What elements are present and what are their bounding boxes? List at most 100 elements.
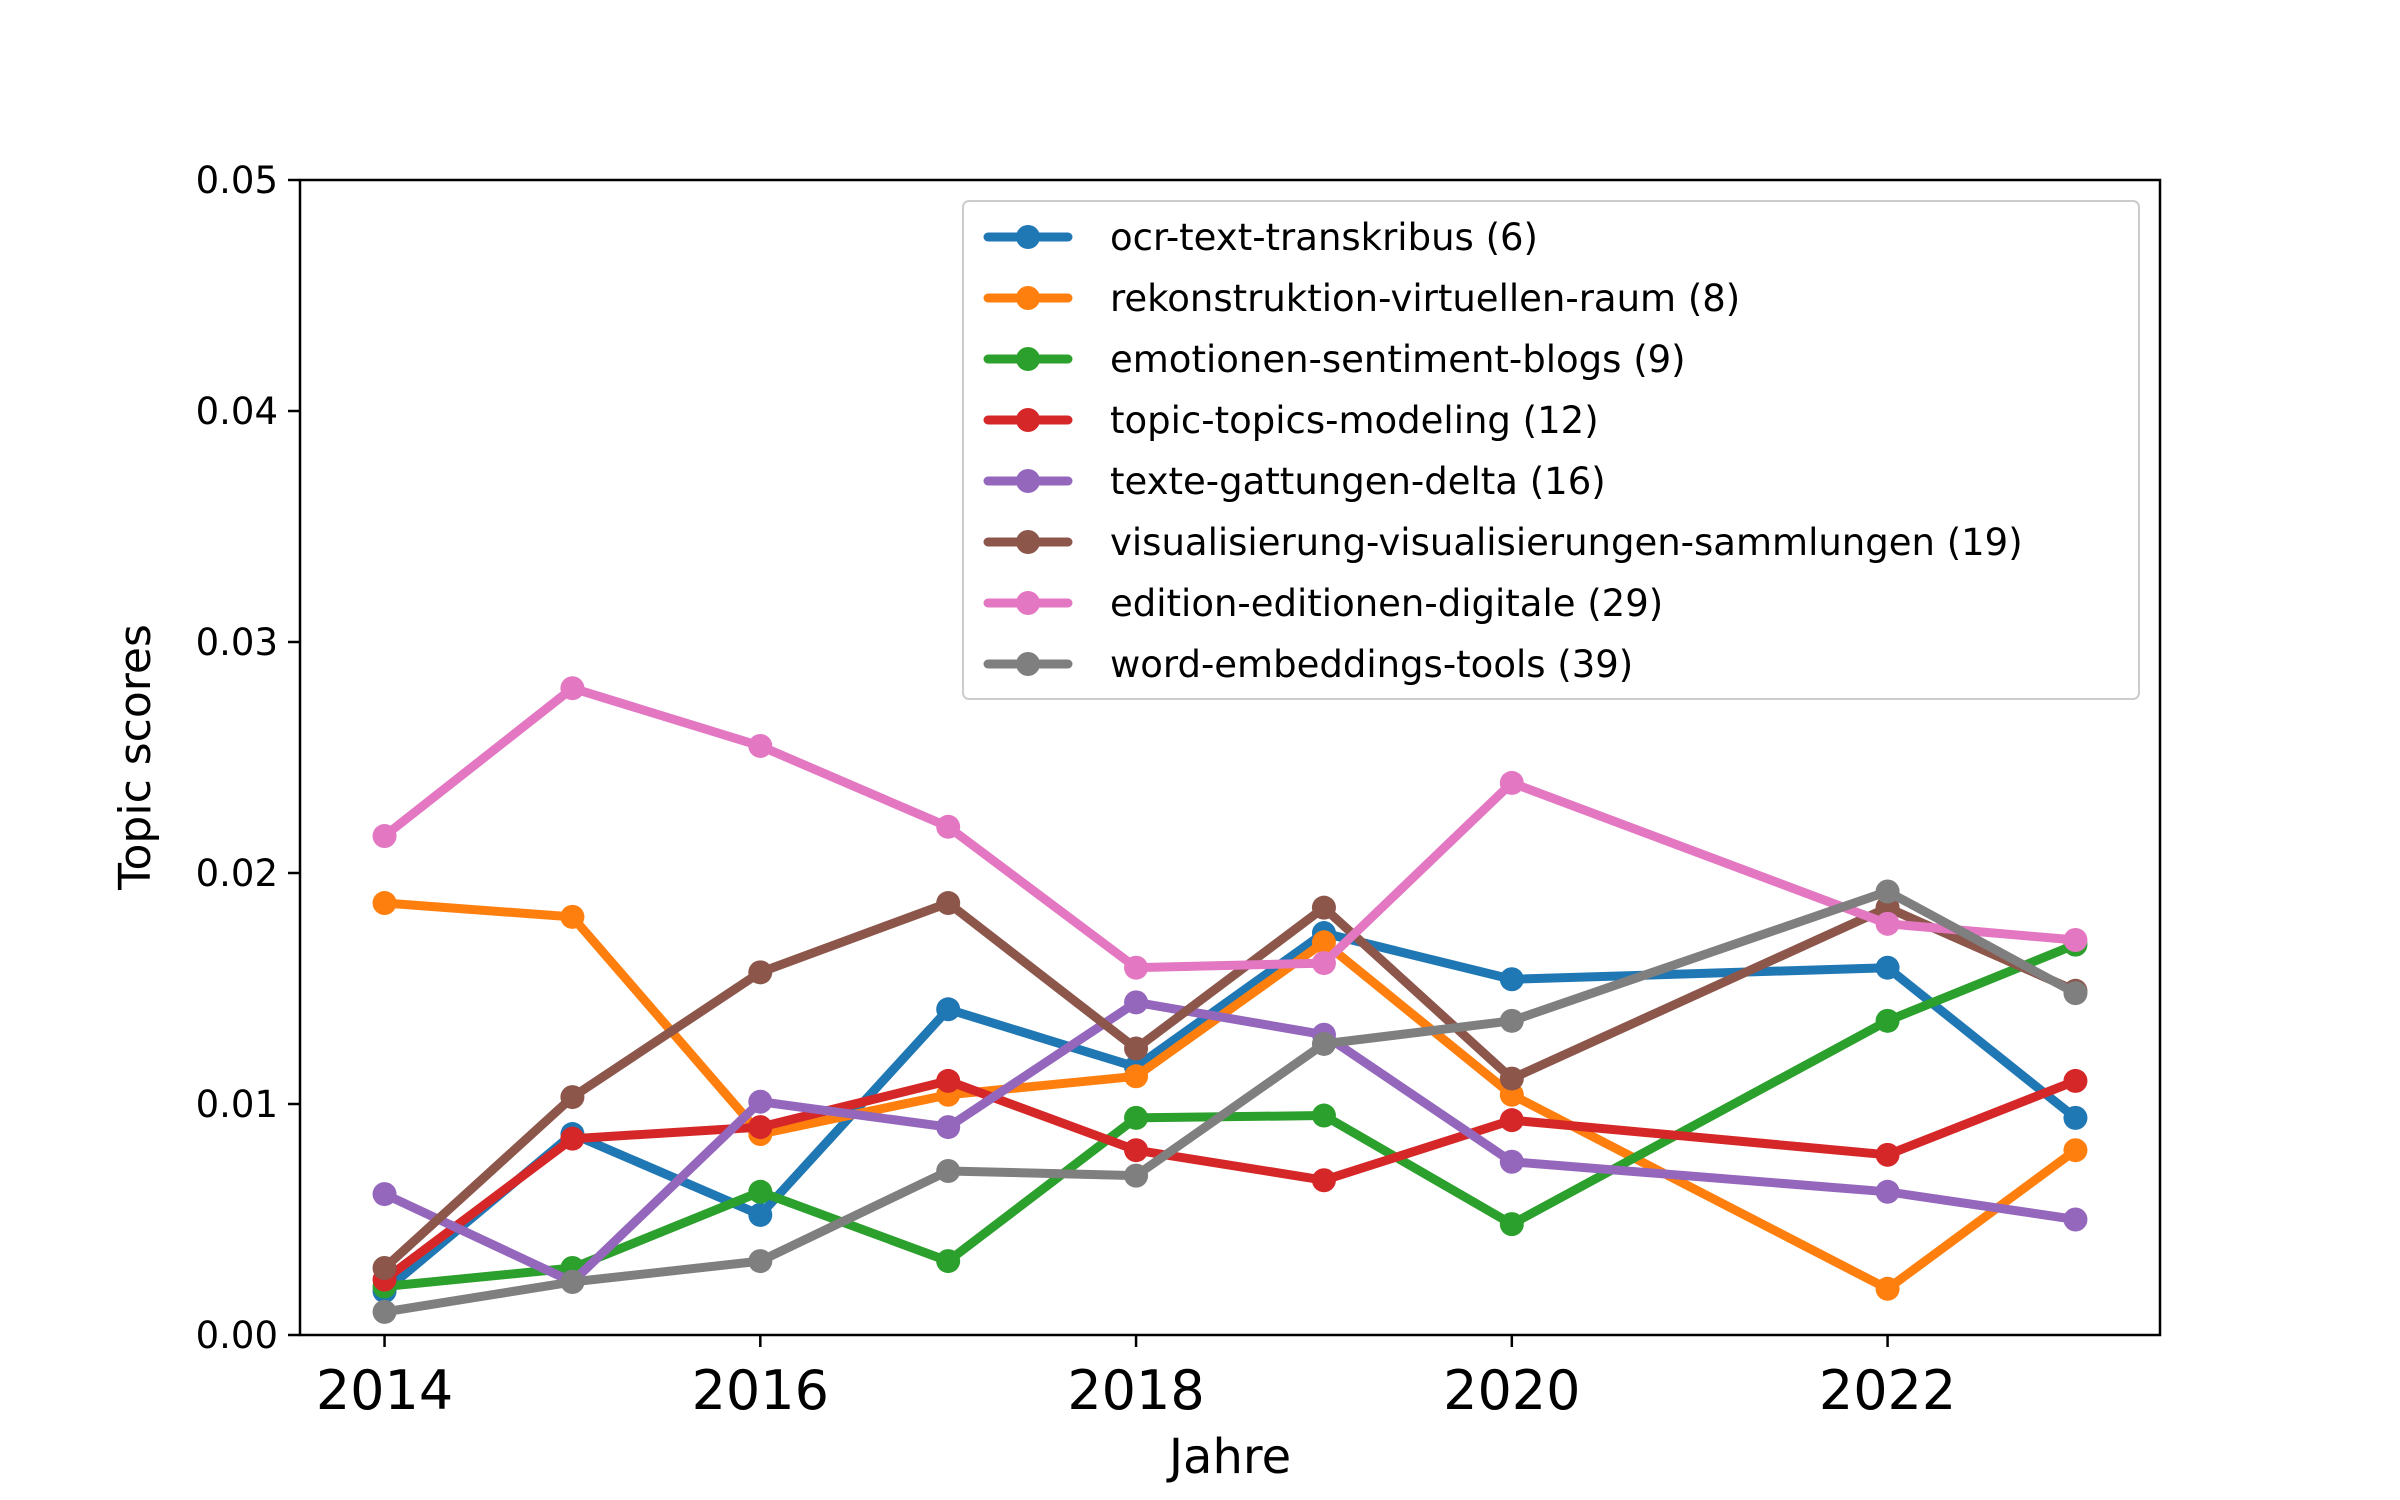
legend-entry: visualisierung-visualisierungen-sammlung… bbox=[983, 521, 2023, 564]
data-point bbox=[2063, 1207, 2088, 1232]
data-point bbox=[2063, 1138, 2088, 1163]
data-point bbox=[560, 1126, 585, 1151]
x-tick-label: 2014 bbox=[316, 1359, 453, 1422]
legend-marker bbox=[1016, 530, 1040, 554]
legend-entry: emotionen-sentiment-blogs (9) bbox=[983, 338, 1686, 381]
data-point bbox=[936, 1115, 961, 1140]
data-point bbox=[1499, 1008, 1524, 1033]
y-tick-label: 0.00 bbox=[196, 1314, 278, 1357]
legend-entry: ocr-text-transkribus (6) bbox=[983, 216, 1538, 259]
series-6 bbox=[372, 676, 2088, 980]
data-point bbox=[1875, 1142, 1900, 1167]
y-axis-title: Topic scores bbox=[110, 624, 161, 891]
data-point bbox=[1499, 1212, 1524, 1237]
series-7 bbox=[372, 879, 2088, 1324]
data-point bbox=[748, 1089, 773, 1114]
data-point bbox=[2063, 981, 2088, 1006]
y-tick-label: 0.01 bbox=[196, 1083, 278, 1126]
y-tick-label: 0.03 bbox=[196, 621, 278, 664]
data-point bbox=[1875, 1179, 1900, 1204]
y-tick-label: 0.04 bbox=[196, 390, 278, 433]
data-point bbox=[2063, 1068, 2088, 1093]
legend-label: texte-gattungen-delta (16) bbox=[1110, 460, 1606, 503]
legend-label: emotionen-sentiment-blogs (9) bbox=[1110, 338, 1686, 381]
legend-label: ocr-text-transkribus (6) bbox=[1110, 216, 1538, 259]
data-point bbox=[1499, 1149, 1524, 1174]
data-point bbox=[2063, 1105, 2088, 1130]
data-point bbox=[748, 1202, 773, 1227]
data-point bbox=[560, 1269, 585, 1294]
data-point bbox=[1499, 1108, 1524, 1133]
x-tick-label: 2016 bbox=[692, 1359, 829, 1422]
legend-box bbox=[962, 200, 2140, 700]
data-point bbox=[936, 1068, 961, 1093]
data-point bbox=[1124, 955, 1149, 980]
series-3 bbox=[372, 1068, 2088, 1292]
legend-entry: topic-topics-modeling (12) bbox=[983, 399, 1599, 442]
legend-entry: texte-gattungen-delta (16) bbox=[983, 460, 1606, 503]
data-point bbox=[1311, 895, 1336, 920]
legend-entry: word-embeddings-tools (39) bbox=[983, 643, 1633, 686]
data-point bbox=[2063, 927, 2088, 952]
plot-frame bbox=[298, 178, 2162, 1337]
data-point bbox=[1311, 1031, 1336, 1056]
data-point bbox=[1875, 879, 1900, 904]
legend-label: topic-topics-modeling (12) bbox=[1110, 399, 1599, 442]
data-point bbox=[748, 1249, 773, 1274]
data-point bbox=[748, 733, 773, 758]
legend-label: visualisierung-visualisierungen-sammlung… bbox=[1110, 521, 2023, 564]
data-point bbox=[372, 824, 397, 849]
data-point bbox=[1124, 1163, 1149, 1188]
legend-marker bbox=[1016, 591, 1040, 615]
series-layer bbox=[372, 676, 2088, 1324]
data-point bbox=[748, 1115, 773, 1140]
y-axis: 0.00 0.01 0.02 0.03 0.04 0.05 bbox=[196, 159, 300, 1357]
legend-entry: rekonstruktion-virtuellen-raum (8) bbox=[983, 277, 1740, 320]
data-point bbox=[1311, 951, 1336, 976]
legend: ocr-text-transkribus (6) rekonstruktion-v… bbox=[962, 200, 2140, 700]
legend-label: word-embeddings-tools (39) bbox=[1110, 643, 1633, 686]
data-point bbox=[1499, 1066, 1524, 1091]
legend-entry: edition-editionen-digitale (29) bbox=[983, 582, 1663, 625]
data-point bbox=[1311, 1103, 1336, 1128]
data-point bbox=[936, 1249, 961, 1274]
data-point bbox=[1875, 955, 1900, 980]
data-point bbox=[560, 1085, 585, 1110]
data-point bbox=[1124, 1036, 1149, 1061]
legend-marker bbox=[1016, 347, 1040, 371]
data-point bbox=[748, 960, 773, 985]
data-point bbox=[560, 676, 585, 701]
y-tick-label: 0.05 bbox=[196, 159, 278, 202]
data-point bbox=[1499, 770, 1524, 795]
x-tick-label: 2018 bbox=[1067, 1359, 1204, 1422]
x-tick-label: 2020 bbox=[1443, 1359, 1580, 1422]
data-point bbox=[1124, 990, 1149, 1015]
x-axis: 2014 2016 2018 2020 2022 bbox=[316, 1335, 1956, 1422]
data-point bbox=[372, 891, 397, 916]
legend-marker bbox=[1016, 225, 1040, 249]
legend-marker bbox=[1016, 652, 1040, 676]
x-tick-label: 2022 bbox=[1819, 1359, 1956, 1422]
data-point bbox=[1875, 1008, 1900, 1033]
data-point bbox=[372, 1182, 397, 1207]
data-point bbox=[1124, 1105, 1149, 1130]
legend-marker bbox=[1016, 408, 1040, 432]
data-point bbox=[560, 904, 585, 929]
data-point bbox=[748, 1179, 773, 1204]
data-point bbox=[936, 1158, 961, 1183]
data-point bbox=[1875, 911, 1900, 936]
data-point bbox=[1311, 930, 1336, 955]
data-point bbox=[1311, 1168, 1336, 1193]
data-point bbox=[936, 891, 961, 916]
data-point bbox=[936, 997, 961, 1022]
data-point bbox=[1124, 1064, 1149, 1089]
legend-marker bbox=[1016, 286, 1040, 310]
data-point bbox=[1124, 1138, 1149, 1163]
data-point bbox=[936, 814, 961, 839]
y-tick-label: 0.02 bbox=[196, 852, 278, 895]
data-point bbox=[372, 1299, 397, 1324]
legend-label: rekonstruktion-virtuellen-raum (8) bbox=[1110, 277, 1740, 320]
x-axis-title: Jahre bbox=[1166, 1429, 1291, 1485]
data-point bbox=[372, 1256, 397, 1281]
